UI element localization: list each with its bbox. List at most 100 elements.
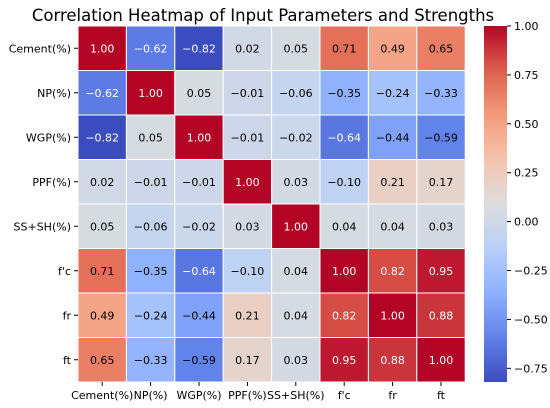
cell-value-label: 0.71 <box>90 265 115 278</box>
cell-value-label: 1.00 <box>187 131 212 144</box>
x-axis-tick-labels: Cement(%) NP(%) WGP(%) PPF(%) SS+SH(%) f'c fr f… <box>71 382 446 402</box>
cell-value-label: 0.02 <box>90 176 115 189</box>
heatmap-cell <box>77 292 127 338</box>
heatmap-cell <box>125 25 176 71</box>
heatmap-cell <box>319 25 369 71</box>
heatmap-cell <box>77 25 127 71</box>
colorbar-tick-label: 0.75 <box>514 69 539 82</box>
x-tick-label: fr <box>388 389 397 402</box>
x-tick-label: ft <box>437 389 446 402</box>
y-tick-label: fr <box>63 309 72 322</box>
heatmap-cell <box>367 114 418 160</box>
cell-value-label: −0.24 <box>134 309 168 322</box>
y-tick-label: WGP(%) <box>26 131 71 144</box>
cell-value-label: −0.10 <box>231 265 265 278</box>
cell-value-label: 0.03 <box>429 220 454 233</box>
cell-value-label: 1.00 <box>284 220 309 233</box>
x-tick-label: SS+SH(%) <box>267 389 324 402</box>
cell-value-label: −0.59 <box>182 354 216 367</box>
cell-value-label: 0.82 <box>332 309 357 322</box>
cell-value-label: 0.03 <box>284 354 309 367</box>
cell-value-label: 0.65 <box>90 354 115 367</box>
heatmap-cell <box>367 203 418 249</box>
cell-value-label: 0.88 <box>380 354 405 367</box>
colorbar-tick-label: −0.25 <box>514 265 548 278</box>
heatmap-cell <box>367 248 418 294</box>
cell-value-label: 1.00 <box>332 265 357 278</box>
cell-value-label: 0.04 <box>284 265 309 278</box>
cell-value-label: 0.04 <box>284 309 309 322</box>
y-tick-label: NP(%) <box>37 87 71 100</box>
cell-value-label: −0.10 <box>327 176 361 189</box>
x-tick-label: PPF(%) <box>228 389 267 402</box>
cell-value-label: 1.00 <box>380 309 405 322</box>
cell-value-label: −0.06 <box>279 87 313 100</box>
cell-value-label: −0.59 <box>424 131 458 144</box>
cell-value-label: 0.17 <box>429 176 454 189</box>
y-axis-tick-labels: Cement(%) NP(%) WGP(%) PPF(%) SS+SH(%) f'c fr f… <box>9 42 78 367</box>
cell-value-label: 0.21 <box>235 309 260 322</box>
y-tick-label: Cement(%) <box>9 42 71 55</box>
cell-value-label: 1.00 <box>138 87 163 100</box>
colorbar-tick-label: 0.25 <box>514 167 539 180</box>
x-tick-label: WGP(%) <box>176 389 221 402</box>
cell-value-label: 0.65 <box>429 42 454 55</box>
cell-value-label: 0.05 <box>138 131 163 144</box>
cell-value-label: −0.33 <box>424 87 458 100</box>
x-tick-label: NP(%) <box>134 389 168 402</box>
heatmap-cell <box>125 70 176 116</box>
cell-value-label: −0.44 <box>182 309 216 322</box>
y-tick-label: PPF(%) <box>32 176 71 189</box>
heatmap-cell <box>174 337 224 383</box>
colorbar-gradient <box>484 26 507 382</box>
heatmap-cell <box>174 159 224 205</box>
cell-value-label: −0.33 <box>134 354 168 367</box>
cell-value-label: −0.01 <box>134 176 168 189</box>
heatmap-cell <box>319 114 369 160</box>
heatmap-cell <box>174 248 224 294</box>
heatmap-cell <box>271 114 321 160</box>
y-tick-label: SS+SH(%) <box>14 220 71 233</box>
cell-value-label: 0.82 <box>380 265 405 278</box>
cell-value-label: 0.05 <box>284 42 309 55</box>
cell-value-label: −0.06 <box>134 220 168 233</box>
cell-value-label: −0.64 <box>327 131 361 144</box>
cell-value-label: 0.05 <box>90 220 115 233</box>
colorbar: 1.00 0.75 0.50 0.25 0.00 −0.25 −0.50 −0.75 <box>484 20 548 382</box>
cell-value-label: −0.02 <box>182 220 216 233</box>
y-tick-label: f'c <box>58 265 71 278</box>
cell-value-label: 0.88 <box>429 309 454 322</box>
cell-value-label: 0.02 <box>235 42 260 55</box>
cell-value-label: 0.04 <box>332 220 357 233</box>
cell-value-label: 0.49 <box>380 42 405 55</box>
heatmap-cell <box>416 114 466 160</box>
cell-value-label: 0.17 <box>235 354 260 367</box>
heatmap-cell <box>222 70 273 116</box>
cell-value-label: −0.01 <box>231 131 265 144</box>
heatmap-cell <box>271 159 321 205</box>
heatmap-cell <box>319 248 369 294</box>
colorbar-tick-label: −0.75 <box>514 362 548 375</box>
heatmap-cell <box>174 25 224 71</box>
x-tick-label: f'c <box>338 389 351 402</box>
cell-value-label: 0.95 <box>332 354 357 367</box>
heatmap-cell <box>222 203 273 249</box>
cell-value-label: −0.64 <box>182 265 216 278</box>
heatmap-cell <box>174 114 224 160</box>
colorbar-tick-label: 1.00 <box>514 20 539 33</box>
cell-value-label: −0.44 <box>376 131 410 144</box>
cell-value-label: −0.82 <box>182 42 216 55</box>
cell-value-label: 0.03 <box>284 176 309 189</box>
cell-value-label: −0.01 <box>182 176 216 189</box>
heatmap-cell <box>222 114 273 160</box>
cell-value-label: −0.35 <box>327 87 361 100</box>
cell-value-label: 0.04 <box>380 220 405 233</box>
cell-value-label: 1.00 <box>429 354 454 367</box>
cell-value-label: −0.35 <box>134 265 168 278</box>
cell-value-label: 0.71 <box>332 42 357 55</box>
cell-value-label: −0.02 <box>279 131 313 144</box>
colorbar-tick-label: −0.50 <box>514 313 548 326</box>
heatmap-cell <box>319 292 369 338</box>
heatmap-cell <box>416 25 466 71</box>
heatmap-cell <box>174 292 224 338</box>
